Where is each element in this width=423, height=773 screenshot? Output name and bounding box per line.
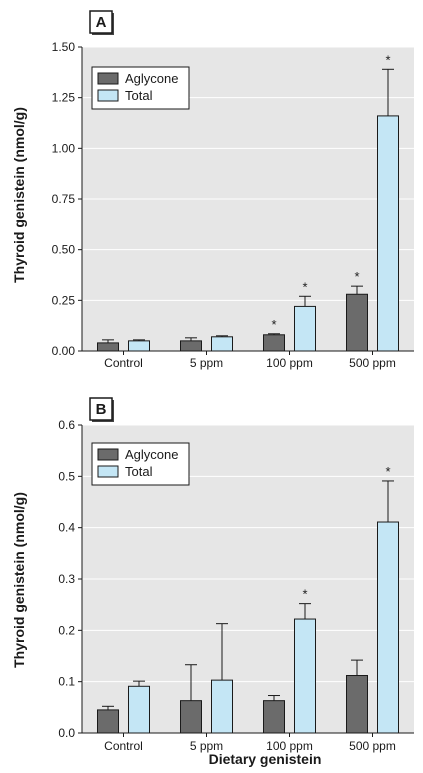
x-tick-label: 500 ppm: [349, 739, 396, 753]
y-tick-label: 0.1: [58, 675, 75, 689]
legend-swatch: [97, 448, 119, 461]
panel-label: B: [96, 401, 107, 418]
bar-aglycone: [180, 700, 202, 734]
y-tick-label: 1.00: [52, 141, 76, 155]
x-tick-label: 5 ppm: [190, 356, 223, 370]
significance-star: *: [385, 464, 390, 479]
legend-label: Aglycone: [125, 71, 178, 86]
y-axis-title: Thyroid genistein (nmol/g): [11, 107, 27, 283]
bar-aglycone: [263, 700, 285, 734]
y-tick-label: 0.50: [52, 243, 76, 257]
bar-aglycone: [180, 340, 202, 352]
panel-label-box: [89, 397, 113, 421]
x-tick-label: Control: [104, 739, 143, 753]
y-tick-label: 0.2: [58, 623, 75, 637]
bar-aglycone: [263, 334, 285, 352]
legend-swatch: [97, 89, 119, 102]
bar-aglycone: [346, 675, 368, 734]
x-tick-label: 100 ppm: [266, 739, 313, 753]
panel-label-box: [89, 10, 113, 34]
significance-star: *: [302, 279, 307, 294]
y-tick-label: 1.25: [52, 91, 76, 105]
significance-star: *: [354, 269, 359, 284]
y-tick-label: 0.6: [58, 418, 75, 432]
legend-swatch: [97, 465, 119, 478]
bar-total: [211, 679, 233, 734]
legend-label: Total: [125, 88, 153, 103]
y-tick-label: 0.0: [58, 726, 75, 740]
bar-total: [211, 336, 233, 352]
significance-star: *: [302, 587, 307, 602]
bar-aglycone: [346, 293, 368, 352]
x-tick-label: 500 ppm: [349, 356, 396, 370]
bar-aglycone: [97, 342, 119, 352]
y-tick-label: 0.4: [58, 521, 75, 535]
legend-swatch: [97, 72, 119, 85]
y-tick-label: 0.3: [58, 572, 75, 586]
y-tick-label: 0.75: [52, 192, 76, 206]
x-tick-label: 5 ppm: [190, 739, 223, 753]
bar-total: [377, 115, 399, 352]
y-tick-label: 0.00: [52, 344, 76, 358]
legend-label: Total: [125, 464, 153, 479]
legend-label: Aglycone: [125, 447, 178, 462]
y-tick-label: 1.50: [52, 40, 76, 54]
panel-label: A: [96, 14, 107, 31]
bar-total: [128, 340, 150, 352]
x-tick-label: Control: [104, 356, 143, 370]
bar-total: [128, 685, 150, 734]
bar-total: [294, 305, 316, 352]
panel-a: 0.00 0.25 0.50 0.75 1.00 1.25 1.50 Control 5 ppm…: [11, 10, 414, 370]
bar-total: [294, 618, 316, 734]
significance-star: *: [385, 52, 390, 67]
y-axis-title: Thyroid genistein (nmol/g): [11, 492, 27, 668]
panel-b: 0.0 0.1 0.2 0.3 0.4 0.5 0.6 Control 5 ppm 100 ppm…: [11, 397, 414, 753]
y-tick-label: 0.5: [58, 469, 75, 483]
x-tick-label: 100 ppm: [266, 356, 313, 370]
x-axis-title: Dietary genistein: [209, 751, 322, 767]
bar-total: [377, 521, 399, 734]
significance-star: *: [271, 317, 276, 332]
y-tick-label: 0.25: [52, 293, 76, 307]
bar-aglycone: [97, 709, 119, 734]
